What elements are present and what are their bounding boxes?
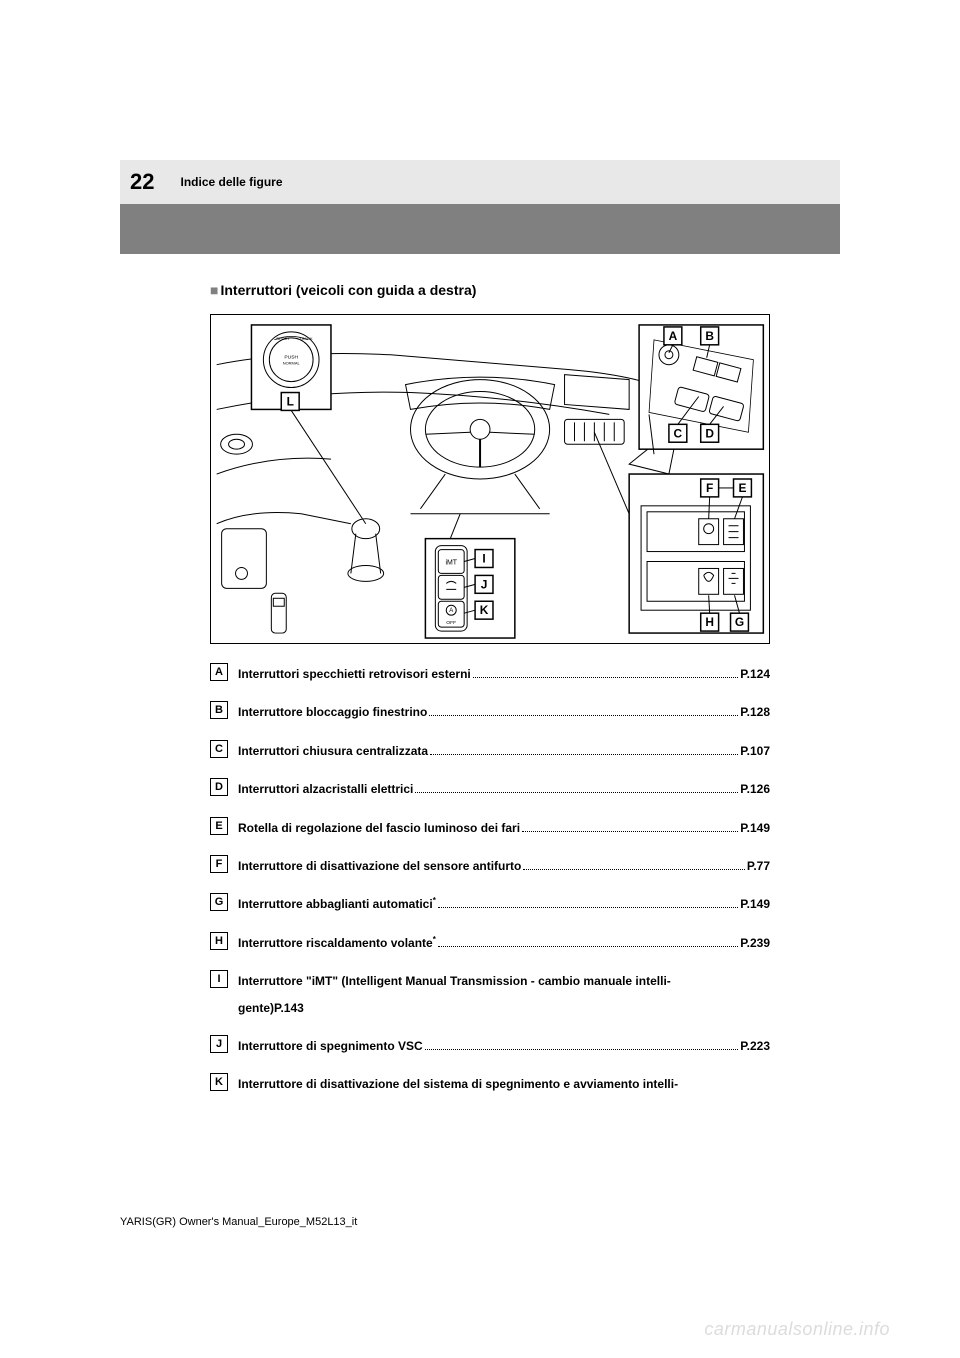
item-text: Interruttori chiusura centralizzata P.10… [238,741,770,761]
item-text: Interruttore di spegnimento VSC P.223 [238,1036,770,1056]
list-item: D Interruttori alzacristalli elettrici P.1… [210,779,770,799]
item-text: Rotella di regolazione del fascio lumino… [238,818,770,838]
item-text: Interruttori alzacristalli elettrici P.12… [238,779,770,799]
dashboard-diagram: PUSH NORMAL SPORT TRACK L [211,315,769,643]
item-page: P.77 [747,856,770,876]
svg-text:I: I [482,551,485,565]
letter-box: C [210,740,228,758]
item-page: P.128 [740,702,770,722]
subsection-marker: ■ [210,282,218,298]
letter-box: H [210,932,228,950]
item-text: Interruttore di disattivazione del siste… [238,1074,770,1094]
diagram-box: PUSH NORMAL SPORT TRACK L [210,314,770,644]
letter-box: F [210,855,228,873]
item-page: P.107 [740,741,770,761]
subsection-text: Interruttori (veicoli con guida a destra… [220,282,476,298]
item-text: Interruttore riscaldamento volante* P.239 [238,933,770,953]
svg-text:A: A [669,329,678,343]
item-page: P.239 [740,933,770,953]
content-area: ■Interruttori (veicoli con guida a destr… [120,254,840,1095]
list-container: A Interruttori specchietti retrovisori es… [210,664,770,1095]
list-item: H Interruttore riscaldamento volante* P.23… [210,933,770,953]
item-page: P.223 [740,1036,770,1056]
item-page: P.126 [740,779,770,799]
item-label: Interruttore di disattivazione del senso… [238,856,521,876]
leader-dots [473,677,738,678]
svg-text:G: G [735,615,744,629]
list-item: J Interruttore di spegnimento VSC P.223 [210,1036,770,1056]
header-bar: 22 Indice delle figure [120,160,840,204]
svg-text:NORMAL: NORMAL [283,361,301,366]
svg-text:A: A [449,608,453,614]
svg-text:TRACK: TRACK [299,336,313,341]
door-switch-callout: A B C D [639,325,763,454]
letter-box: J [210,1035,228,1053]
footer-text: YARIS(GR) Owner's Manual_Europe_M52L13_i… [120,1216,357,1228]
dark-bar [120,204,840,254]
item-page: P.149 [740,894,770,914]
list-item: E Rotella di regolazione del fascio lumin… [210,818,770,838]
svg-text:H: H [705,615,714,629]
leader-dots [438,907,738,908]
leader-dots [430,754,738,755]
item-label: Interruttori chiusura centralizzata [238,741,428,761]
item-label: Interruttori alzacristalli elettrici [238,779,413,799]
item-continuation: gente)P.143 [238,998,770,1018]
svg-text:K: K [480,603,489,617]
item-text: Interruttore abbaglianti automatici* P.14… [238,894,770,914]
push-button-callout: PUSH NORMAL SPORT TRACK L [251,325,365,524]
list-item: K Interruttore di disattivazione del sist… [210,1074,770,1094]
svg-text:L: L [287,394,294,408]
page-number: 22 [130,169,154,195]
item-label: Rotella di regolazione del fascio lumino… [238,818,520,838]
svg-text:E: E [738,481,746,495]
item-text: Interruttori specchietti retrovisori est… [238,664,770,684]
watermark-text: carmanualsonline.info [704,1319,890,1340]
leader-dots [438,946,738,947]
item-label: Interruttori specchietti retrovisori est… [238,664,471,684]
item-page: P.149 [740,818,770,838]
letter-box: I [210,970,228,988]
letter-box: G [210,893,228,911]
svg-text:B: B [705,329,714,343]
item-text: Interruttore di disattivazione del senso… [238,856,770,876]
subsection-title: ■Interruttori (veicoli con guida a destr… [210,282,820,298]
leader-dots [522,831,738,832]
item-label: Interruttore "iMT" (Intelligent Manual T… [238,971,671,991]
list-item: F Interruttore di disattivazione del sens… [210,856,770,876]
item-text: Interruttore bloccaggio finestrino P.128 [238,702,770,722]
item-page: P.124 [740,664,770,684]
page-container: 22 Indice delle figure ■Interruttori (ve… [120,160,840,1113]
item-label: Interruttore di spegnimento VSC [238,1036,423,1056]
button-stack-callout: iMT A OFF I J [425,514,514,638]
svg-text:C: C [674,426,683,440]
svg-text:F: F [706,481,713,495]
letter-box: E [210,817,228,835]
letter-box: A [210,663,228,681]
svg-text:iMT: iMT [445,559,457,566]
letter-box: D [210,778,228,796]
svg-text:D: D [705,426,714,440]
switch-panel-callout: F E H G [594,432,763,633]
item-text: Interruttore "iMT" (Intelligent Manual T… [238,971,770,1018]
leader-dots [425,1049,739,1050]
list-item: A Interruttori specchietti retrovisori es… [210,664,770,684]
letter-box: K [210,1073,228,1091]
item-label: Interruttore di disattivazione del siste… [238,1074,678,1094]
svg-text:SPORT: SPORT [276,336,290,341]
list-item: G Interruttore abbaglianti automatici* P.1… [210,894,770,914]
leader-dots [415,792,738,793]
leader-dots [523,869,744,870]
list-item: C Interruttori chiusura centralizzata P.1… [210,741,770,761]
list-item: I Interruttore "iMT" (Intelligent Manual … [210,971,770,1018]
list-item: B Interruttore bloccaggio finestrino P.128 [210,702,770,722]
svg-text:J: J [481,577,488,591]
item-label: Interruttore riscaldamento volante* [238,933,436,953]
section-title: Indice delle figure [180,175,282,189]
svg-text:OFF: OFF [446,620,456,626]
letter-box: B [210,701,228,719]
leader-dots [429,715,738,716]
item-label: Interruttore abbaglianti automatici* [238,894,436,914]
item-label: Interruttore bloccaggio finestrino [238,702,427,722]
